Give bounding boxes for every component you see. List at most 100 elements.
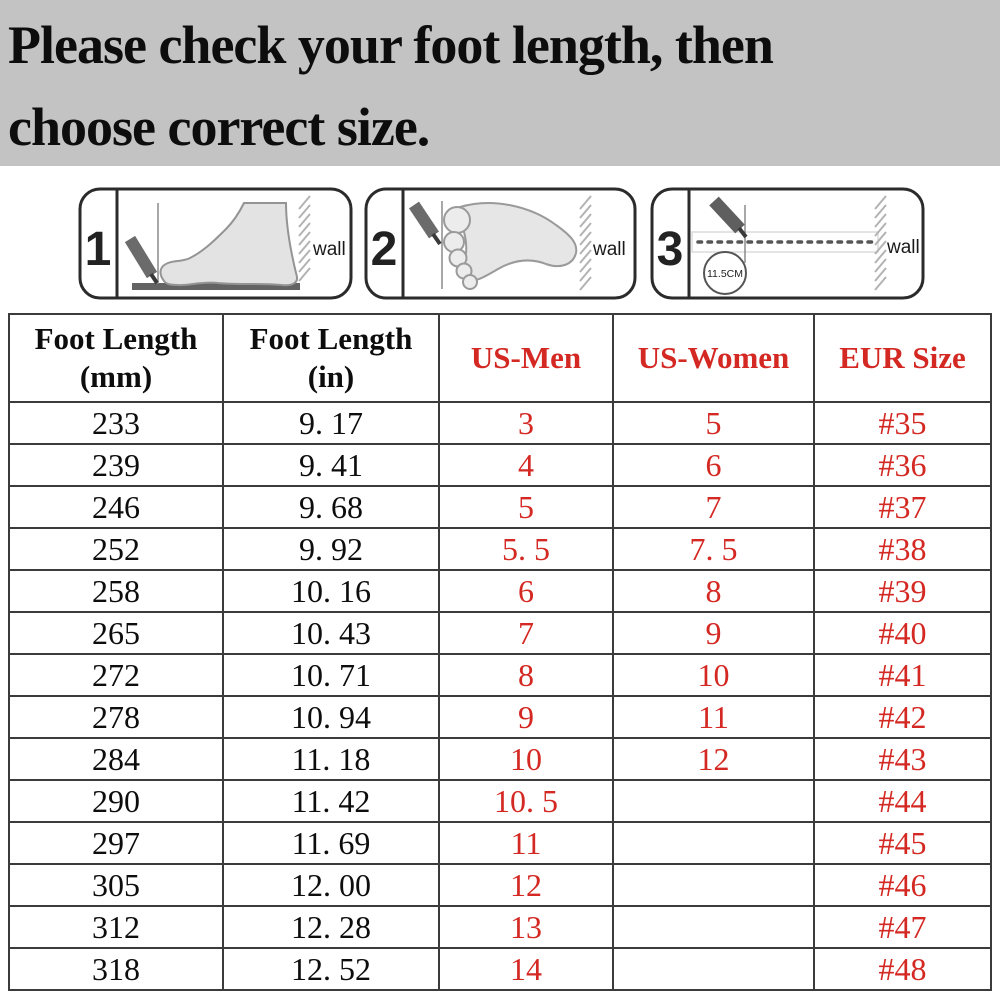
cell-foot-length-in: 10. 71 [222, 653, 440, 697]
cell-foot-length-in: 9. 41 [222, 443, 440, 487]
cell-eur-size: #47 [813, 905, 992, 949]
cell-us-women: 10 [612, 653, 815, 697]
foot-side-view-illustration: 1 wall [78, 187, 353, 300]
cell-us-women [612, 779, 815, 823]
cell-foot-length-mm: 290 [8, 779, 224, 823]
cell-us-men: 3 [438, 401, 614, 445]
cell-eur-size: #41 [813, 653, 992, 697]
length-callout-label: 11.5CM [707, 268, 743, 280]
ruler-measure-illustration: 3 11.5CM wall [650, 187, 925, 300]
cell-eur-size: #46 [813, 863, 992, 907]
cell-eur-size: #40 [813, 611, 992, 655]
cell-us-women: 6 [612, 443, 815, 487]
headline-banner: Please check your foot length, then choo… [0, 0, 1000, 166]
pencil-icon [409, 201, 439, 239]
wall-label: wall [592, 239, 626, 260]
length-callout-circle [703, 251, 747, 295]
cell-foot-length-mm: 278 [8, 695, 224, 739]
pencil-tip [737, 226, 748, 239]
instruction-panel-2: 2 wall [364, 187, 637, 300]
header-line: Foot Length [249, 321, 413, 356]
cell-us-women: 7 [612, 485, 815, 529]
cell-foot-length-in: 11. 69 [222, 821, 440, 865]
header-line: (mm) [79, 359, 153, 394]
cell-foot-length-mm: 246 [8, 485, 224, 529]
cell-us-women: 11 [612, 695, 815, 739]
table-row: 312 12. 28 13 #47 [8, 905, 992, 949]
wall-hatch [298, 195, 311, 282]
wall-hatch [579, 195, 592, 291]
table-row: 239 9. 41 4 6 #36 [8, 443, 992, 487]
cell-foot-length-in: 12. 28 [222, 905, 440, 949]
cell-us-men: 5 [438, 485, 614, 529]
step-number: 2 [371, 223, 398, 276]
cell-us-men: 14 [438, 947, 614, 991]
cell-us-men: 9 [438, 695, 614, 739]
instruction-panel-1: 1 wall [78, 187, 353, 300]
cell-foot-length-in: 12. 52 [222, 947, 440, 991]
cell-us-women: 7. 5 [612, 527, 815, 571]
cell-us-men: 4 [438, 443, 614, 487]
cell-eur-size: #44 [813, 779, 992, 823]
table-row: 272 10. 71 8 10 #41 [8, 653, 992, 697]
cell-us-men: 8 [438, 653, 614, 697]
header-foot-length-mm: Foot Length (mm) [8, 313, 224, 403]
pencil-icon [709, 196, 745, 234]
cell-foot-length-mm: 265 [8, 611, 224, 655]
cell-eur-size: #39 [813, 569, 992, 613]
cell-us-men: 5. 5 [438, 527, 614, 571]
floor-line [132, 283, 300, 290]
cell-us-men: 10. 5 [438, 779, 614, 823]
cell-foot-length-mm: 318 [8, 947, 224, 991]
cell-us-women [612, 947, 815, 991]
cell-us-men: 13 [438, 905, 614, 949]
table-row: 246 9. 68 5 7 #37 [8, 485, 992, 529]
cell-foot-length-mm: 233 [8, 401, 224, 445]
cell-foot-length-mm: 258 [8, 569, 224, 613]
cell-eur-size: #36 [813, 443, 992, 487]
foot-side-shape [159, 202, 299, 287]
cell-us-women: 9 [612, 611, 815, 655]
wall-hatch [874, 195, 887, 291]
cell-eur-size: #35 [813, 401, 992, 445]
cell-eur-size: #43 [813, 737, 992, 781]
foot-top-view-illustration: 2 wall [364, 187, 637, 300]
wall-label: wall [886, 237, 920, 258]
header-line: Foot Length [34, 321, 198, 356]
cell-foot-length-in: 12. 00 [222, 863, 440, 907]
cell-foot-length-mm: 284 [8, 737, 224, 781]
table-header-row: Foot Length (mm) Foot Length (in) US-Men… [8, 313, 992, 403]
table-row: 290 11. 42 10. 5 #44 [8, 779, 992, 823]
header-us-women: US-Women [612, 313, 815, 403]
header-eur-size: EUR Size [813, 313, 992, 403]
cell-us-men: 6 [438, 569, 614, 613]
cell-us-men: 7 [438, 611, 614, 655]
pencil-tip [431, 232, 442, 246]
cell-foot-length-in: 10. 43 [222, 611, 440, 655]
table-row: 318 12. 52 14 #48 [8, 947, 992, 991]
cell-us-men: 12 [438, 863, 614, 907]
cell-eur-size: #45 [813, 821, 992, 865]
header-line: (in) [307, 359, 355, 394]
cell-us-men: 11 [438, 821, 614, 865]
table-row: 258 10. 16 6 8 #39 [8, 569, 992, 613]
table-row: 278 10. 94 9 11 #42 [8, 695, 992, 739]
cell-foot-length-in: 9. 92 [222, 527, 440, 571]
size-conversion-table: Foot Length (mm) Foot Length (in) US-Men… [8, 313, 992, 991]
cell-us-women [612, 905, 815, 949]
cell-foot-length-mm: 312 [8, 905, 224, 949]
cell-foot-length-mm: 297 [8, 821, 224, 865]
cell-foot-length-in: 10. 16 [222, 569, 440, 613]
cell-foot-length-in: 11. 18 [222, 737, 440, 781]
cell-us-women: 8 [612, 569, 815, 613]
cell-foot-length-in: 11. 42 [222, 779, 440, 823]
cell-us-women [612, 821, 815, 865]
step-number: 3 [657, 223, 684, 276]
cell-us-women [612, 863, 815, 907]
toes [443, 206, 478, 290]
wall-label: wall [312, 239, 346, 260]
headline-line2: choose correct size. [8, 97, 430, 157]
cell-eur-size: #42 [813, 695, 992, 739]
table-row: 297 11. 69 11 #45 [8, 821, 992, 865]
step-number: 1 [85, 223, 112, 276]
